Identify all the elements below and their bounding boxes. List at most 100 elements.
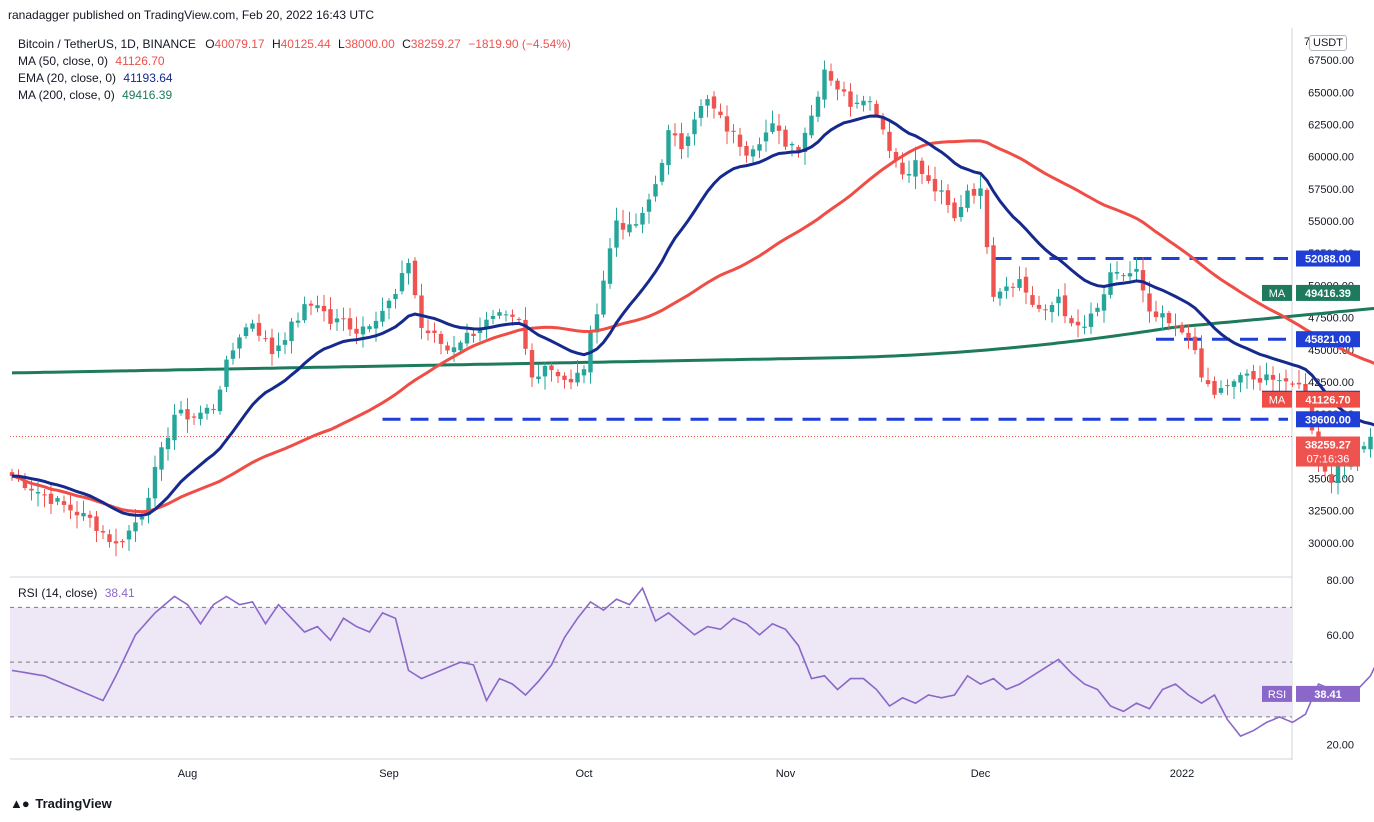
candle-body [133,522,138,532]
tradingview-brand[interactable]: ▲● TradingView [10,796,112,811]
candle-body [315,305,320,309]
candle-body [945,190,951,206]
currency-selector[interactable]: USDT [1309,35,1347,51]
candle-body [1101,294,1107,311]
candle-body [796,147,801,151]
price-legend: Bitcoin / TetherUS, 1D, BINANCE O40079.1… [18,36,571,104]
candle-body [1049,305,1055,313]
candle-body [789,143,795,146]
candle-body [29,488,34,491]
candle-body [653,184,658,197]
candle-body [913,160,918,177]
candle-body [887,131,892,151]
candle-body [126,530,132,540]
ma50-legend-row[interactable]: MA (50, close, 0) 41126.70 [18,53,571,70]
time-tick-label: Aug [178,768,198,780]
candle-body [87,514,93,518]
candle-body [68,504,73,511]
price-tick-label: 60000.00 [1308,152,1354,164]
candle-body [809,115,814,136]
candle-body [932,178,938,192]
rsi-legend-label: RSI (14, close) [18,586,98,600]
candle-body [334,318,340,323]
candle-body [256,322,262,336]
level-price-tag [1296,331,1360,348]
series-price-text: 49416.39 [1305,288,1351,300]
candle-body [705,99,710,106]
time-tick-label: Oct [575,768,592,780]
series-tag-box [1262,284,1292,301]
candle-body [1056,296,1061,304]
candle-body [744,145,749,156]
candle-body [614,220,619,248]
candle-body [1205,380,1211,385]
candle-body [1095,307,1100,312]
candle-body [978,188,983,196]
ema20-line [11,114,1374,517]
candle-body [536,376,541,380]
ema20-legend-row[interactable]: EMA (20, close, 0) 41193.64 [18,70,571,87]
candle-body [640,212,645,225]
series-price-text: 41126.70 [1305,395,1350,407]
candle-body [438,333,444,344]
candle-body [471,333,476,337]
candle-body [484,319,489,328]
candle-body [42,494,47,496]
candle-body [1166,312,1172,324]
candle-body [1036,304,1042,309]
candle-body [321,305,327,312]
candle-body [880,117,886,130]
level-price-text: 39600.00 [1305,414,1351,426]
ema20-legend-label: EMA (20, close, 0) [18,71,117,85]
candle-body [581,369,587,376]
candle-body [191,416,197,418]
candle-body [295,320,301,323]
ma200-legend-row[interactable]: MA (200, close, 0) 49416.39 [18,87,571,104]
series-price-tag [1296,391,1360,408]
candle-body [1264,374,1269,381]
candle-body [822,69,827,100]
candle-body [575,372,580,383]
candle-body [900,162,905,175]
candle-body [672,133,678,136]
series-tag-name: MA [1269,288,1286,300]
candle-body [646,199,652,212]
candle-body [1082,326,1087,328]
candle-body [952,202,957,219]
candle-body [35,491,41,494]
candle-body [776,125,782,131]
candle-body [1173,326,1178,328]
time-tick-label: 2022 [1170,768,1194,780]
symbol-name[interactable]: Bitcoin / TetherUS, 1D, BINANCE [18,37,196,51]
candle-body [477,329,483,333]
candle-body [354,328,359,334]
candle-body [1140,270,1146,291]
candle-body [211,408,216,410]
candle-body [204,407,210,414]
candle-body [568,378,574,383]
candle-body [445,345,450,351]
rsi-legend[interactable]: RSI (14, close) 38.41 [18,586,135,600]
candle-body [1238,374,1243,383]
candle-body [731,130,736,132]
candle-body [107,534,112,543]
price-tick-label: 47500.00 [1308,313,1354,325]
candle-body [9,472,15,477]
rsi-legend-value: 38.41 [104,586,135,600]
candle-body [1244,373,1250,376]
candle-body [835,80,840,90]
candle-body [1179,324,1185,333]
candle-body [74,511,80,516]
candle-body [380,310,385,322]
level-price-text: 52088.00 [1305,254,1351,266]
candle-body [230,350,236,359]
candle-body [399,273,405,292]
candle-body [1257,378,1263,383]
candle-body [516,319,522,321]
rsi-line [11,586,1374,738]
candle-body [464,332,470,344]
candle-body [1004,286,1009,291]
candle-body [1010,286,1016,288]
series-tag-name: MA [1269,395,1286,407]
